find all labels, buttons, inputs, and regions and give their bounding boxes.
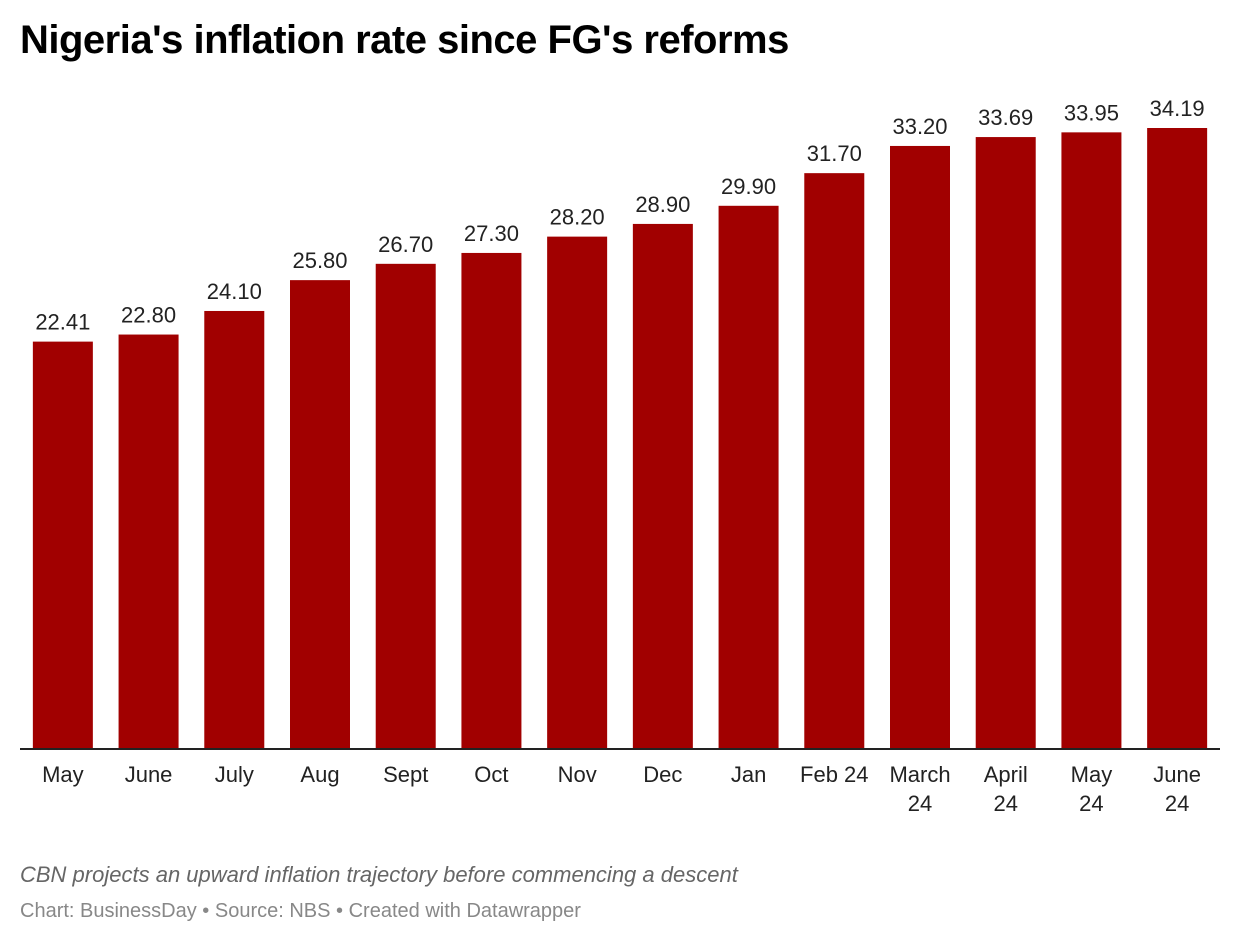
x-tick-label: 24 (908, 791, 932, 816)
bar (632, 223, 693, 748)
value-label: 27.30 (464, 221, 519, 246)
footer-separator: • (330, 900, 349, 922)
chart-footer: Chart: BusinessDay • Source: NBS • Creat… (20, 900, 581, 923)
x-tick-label: June (1153, 762, 1201, 787)
value-label: 34.19 (1150, 96, 1205, 121)
bar (718, 205, 779, 748)
value-label: 28.20 (550, 205, 605, 230)
x-tick-label: Dec (643, 762, 682, 787)
bar (975, 137, 1036, 748)
bar (290, 280, 350, 748)
value-label: 33.20 (892, 114, 947, 139)
value-label: 31.70 (807, 141, 862, 166)
value-label: 22.80 (121, 303, 176, 328)
source-credit[interactable]: Source: NBS (214, 900, 331, 922)
bar (804, 173, 865, 748)
bar (204, 310, 265, 748)
x-tick-label: May (42, 762, 84, 787)
x-tick-label: May (1071, 762, 1113, 787)
x-tick-label: June (125, 762, 173, 787)
x-tick-label: Oct (474, 762, 508, 787)
value-label: 26.70 (378, 232, 433, 257)
x-tick-label: Aug (300, 762, 339, 787)
bar (547, 236, 608, 748)
x-tick-label: 24 (993, 791, 1017, 816)
chart-title: Nigeria's inflation rate since FG's refo… (20, 18, 789, 62)
bar (1147, 128, 1208, 748)
bar (461, 252, 522, 748)
x-tick-label: Sept (383, 762, 428, 787)
value-label: 33.69 (978, 105, 1033, 130)
datawrapper-credit[interactable]: Created with Datawrapper (348, 900, 581, 922)
x-tick-label: March (889, 762, 950, 787)
x-tick-label: April (984, 762, 1028, 787)
bar (32, 341, 93, 748)
x-tick-label: Jan (731, 762, 766, 787)
value-label: 22.41 (35, 310, 90, 335)
value-label: 29.90 (721, 174, 776, 199)
bar (1061, 132, 1122, 748)
footer-separator: • (196, 900, 215, 922)
value-label: 25.80 (292, 248, 347, 273)
bar (375, 263, 436, 748)
x-tick-label: 24 (1165, 791, 1189, 816)
value-label: 33.95 (1064, 100, 1119, 125)
chart-notes: CBN projects an upward inflation traject… (20, 862, 738, 887)
x-tick-label: 24 (1079, 791, 1103, 816)
value-labels-group: 22.41 22.80 24.10 25.80 26.70 27.30 28.20 28.90… (35, 96, 1204, 335)
bar (118, 334, 179, 748)
bars-group (32, 128, 1208, 748)
chart-credit: Chart: BusinessDay (20, 900, 197, 922)
x-tick-label: July (215, 762, 254, 787)
x-tick-label: Nov (558, 762, 597, 787)
value-label: 28.90 (635, 192, 690, 217)
x-axis-labels-group: May June July Aug Sept Oct Nov Dec Jan Feb 24 Marc… (42, 762, 1201, 816)
bar (890, 145, 950, 748)
value-label: 24.10 (207, 279, 262, 304)
x-tick-label: Feb 24 (800, 762, 869, 787)
